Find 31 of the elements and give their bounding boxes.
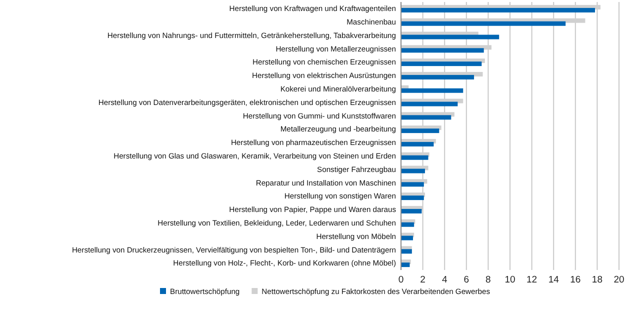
x-tick-label: 8 bbox=[486, 274, 491, 286]
x-tick-label: 20 bbox=[614, 274, 624, 286]
x-tick-label: 14 bbox=[548, 274, 559, 286]
bar bbox=[401, 208, 422, 214]
x-tick-label: 10 bbox=[504, 274, 516, 286]
bar bbox=[401, 262, 410, 268]
bar bbox=[401, 74, 474, 80]
bar bbox=[401, 34, 500, 40]
bar bbox=[401, 222, 414, 227]
bar bbox=[401, 128, 440, 134]
x-tick-label: 0 bbox=[398, 274, 404, 286]
x-tick-label: 2 bbox=[420, 274, 426, 286]
bar bbox=[401, 142, 434, 146]
bar bbox=[401, 8, 596, 12]
x-tick-label: 16 bbox=[570, 274, 581, 286]
bar bbox=[401, 88, 464, 93]
x-tick-label: 4 bbox=[442, 274, 448, 286]
x-tick-label: 18 bbox=[592, 274, 602, 286]
bar bbox=[401, 21, 566, 26]
bar bbox=[401, 182, 424, 187]
bar bbox=[401, 155, 428, 160]
bar bbox=[401, 102, 458, 106]
bar bbox=[401, 249, 412, 254]
bar bbox=[401, 62, 482, 66]
bar bbox=[401, 236, 413, 240]
bar bbox=[401, 48, 484, 53]
bar bbox=[401, 196, 424, 200]
bar bbox=[401, 115, 452, 120]
x-tick-label: 12 bbox=[526, 274, 538, 286]
bar bbox=[401, 168, 425, 174]
x-tick-label: 6 bbox=[464, 274, 470, 286]
